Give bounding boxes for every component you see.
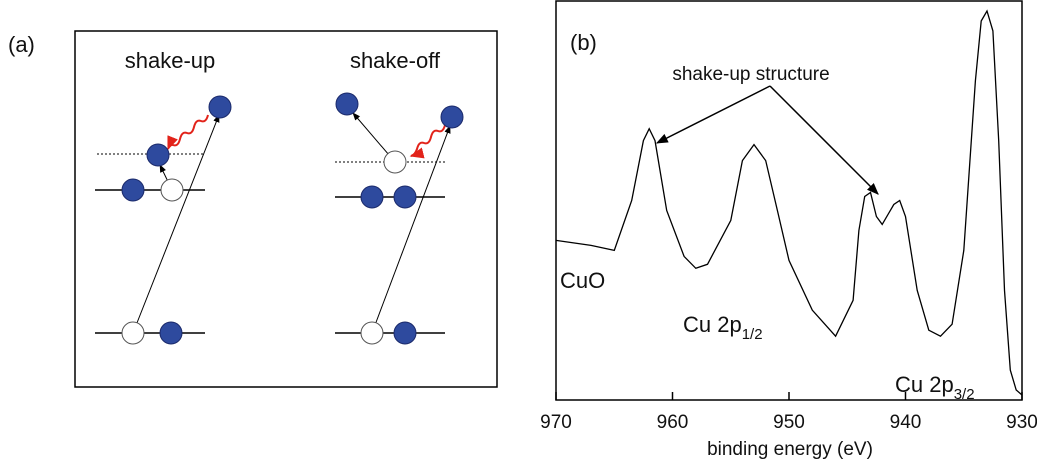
panel-label: (a) — [8, 32, 35, 57]
annotation: CuO — [560, 268, 605, 293]
x-tick-label: 950 — [773, 412, 805, 433]
annotation-arrow — [769, 85, 879, 195]
panel-a: (a) shake-up shake-off — [8, 30, 498, 388]
x-axis-label: binding energy (eV) — [707, 439, 873, 460]
panel-label: (b) — [570, 30, 597, 55]
annotation: Cu 2p1/2 — [683, 312, 763, 343]
title: shake-off — [350, 48, 441, 73]
photon — [167, 114, 446, 159]
holes — [121, 150, 407, 345]
levels — [95, 189, 445, 334]
annotation-arrow — [655, 85, 771, 144]
x-tick-label: 960 — [657, 412, 689, 433]
x-tick-label: 930 — [1006, 412, 1037, 433]
panel-b: (b) binding energy (eV) shake-up structu… — [540, 0, 1037, 460]
frame — [74, 30, 498, 388]
annotation-sub: 1/2 — [742, 326, 763, 343]
plot-frame — [555, 0, 1023, 401]
title: shake-up — [125, 48, 216, 73]
x-tick-label: 940 — [890, 412, 922, 433]
annotation-text: Cu 2p — [895, 372, 954, 397]
annotation-text: Cu 2p — [683, 312, 742, 337]
electrons — [121, 92, 464, 345]
spectrum-line — [555, 9, 1023, 396]
annotation: shake-up structure — [672, 64, 829, 85]
x-tick-label: 970 — [540, 412, 572, 433]
arrows — [132, 112, 451, 334]
annotation: Cu 2p3/2 — [895, 372, 975, 403]
annotation-sub: 3/2 — [954, 386, 975, 403]
